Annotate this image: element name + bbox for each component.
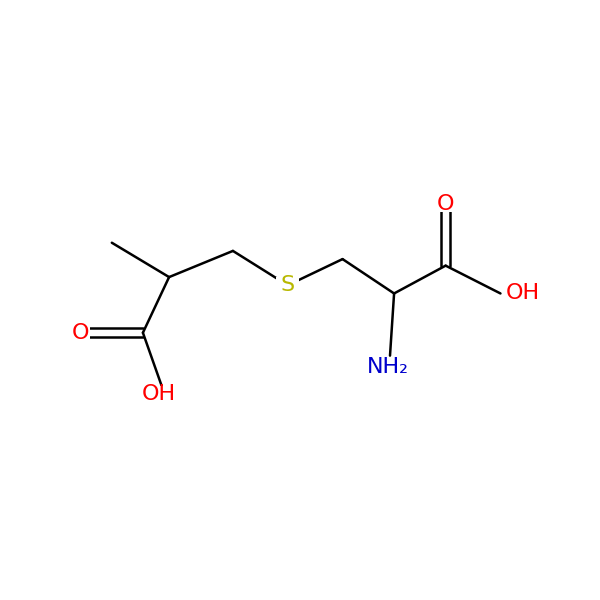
- FancyBboxPatch shape: [276, 277, 299, 293]
- FancyBboxPatch shape: [437, 196, 455, 212]
- Text: O: O: [72, 323, 89, 343]
- FancyBboxPatch shape: [72, 325, 90, 341]
- Text: NH₂: NH₂: [367, 357, 409, 377]
- Text: OH: OH: [142, 384, 176, 404]
- FancyBboxPatch shape: [502, 285, 535, 302]
- Text: OH: OH: [506, 283, 541, 304]
- Text: S: S: [281, 275, 295, 295]
- FancyBboxPatch shape: [143, 386, 176, 402]
- Text: O: O: [437, 194, 454, 214]
- FancyBboxPatch shape: [368, 359, 409, 375]
